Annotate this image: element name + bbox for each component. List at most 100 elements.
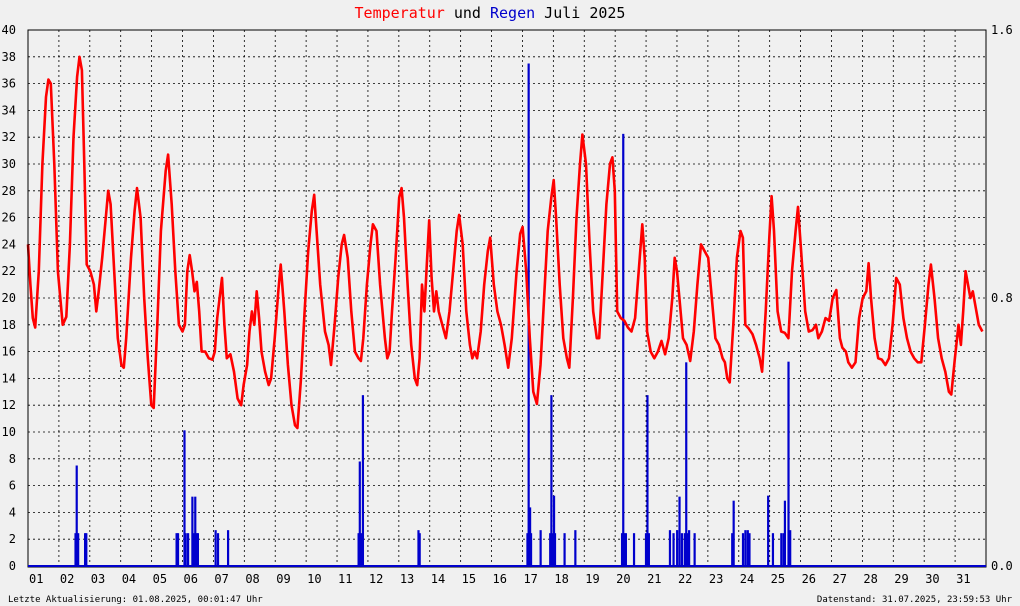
x-tick-label: 11 [338, 572, 352, 586]
footer-last-update: Letzte Aktualisierung: 01.08.2025, 00:01… [8, 595, 263, 605]
x-tick-label: 31 [956, 572, 970, 586]
rain-bar [196, 533, 200, 566]
rain-bar [194, 496, 197, 566]
rain-bar [771, 533, 775, 566]
x-tick-label: 08 [245, 572, 259, 586]
y-left-tick-label: 2 [9, 532, 16, 546]
rain-bar [622, 133, 625, 566]
rain-bar [84, 533, 87, 566]
rain-bar [563, 533, 566, 566]
x-tick-label: 03 [91, 572, 105, 586]
rain-bar [683, 533, 686, 566]
rain-bar [186, 533, 190, 566]
x-tick-label: 12 [369, 572, 383, 586]
rain-bar [191, 496, 194, 566]
y-left-tick-label: 24 [2, 237, 16, 251]
x-tick-label: 02 [60, 572, 74, 586]
rain-bar [693, 533, 696, 566]
x-tick-label: 24 [740, 572, 754, 586]
rain-bar [552, 495, 556, 566]
title-part-2: Regen [490, 4, 535, 22]
title-part-3: Juli 2025 [535, 4, 625, 22]
rain-bar [780, 533, 783, 566]
rain-bar [732, 500, 735, 566]
x-tick-label: 26 [802, 572, 816, 586]
x-tick-label: 22 [678, 572, 692, 586]
y-right-tick-label: 1.6 [991, 23, 1013, 37]
y-left-tick-label: 18 [2, 318, 16, 332]
x-tick-label: 19 [585, 572, 599, 586]
x-tick-label: 28 [863, 572, 877, 586]
rain-bar [192, 533, 196, 566]
x-tick-label: 25 [771, 572, 785, 586]
y-left-tick-label: 40 [2, 23, 16, 37]
title-part-1: und [445, 4, 490, 22]
rain-bar [553, 533, 557, 566]
chart-title: Temperatur und Regen Juli 2025 [355, 4, 626, 22]
rain-bar [620, 533, 624, 566]
rain-bar [676, 530, 679, 566]
rain-bar [647, 533, 650, 566]
rain-bar [574, 530, 577, 566]
x-tick-label: 14 [431, 572, 445, 586]
plot-area [27, 29, 987, 568]
rain-bar [550, 395, 553, 566]
rain-bar [184, 533, 187, 566]
y-left-tick-label: 10 [2, 425, 16, 439]
rain-bar [549, 533, 552, 566]
y-left-tick-label: 12 [2, 398, 16, 412]
rain-bar [214, 530, 217, 566]
y-left-tick-label: 38 [2, 50, 16, 64]
rain-bar [680, 533, 684, 566]
y-axis-right-labels: 0.0 0.8 1.6 [991, 23, 1013, 573]
x-tick-label: 10 [307, 572, 321, 586]
y-left-tick-label: 14 [2, 371, 16, 385]
x-tick-label: 13 [400, 572, 414, 586]
y-right-tick-label: 0.8 [991, 291, 1013, 305]
y-right-tick-label: 0.0 [991, 559, 1013, 573]
rain-bar [782, 533, 785, 566]
rain-bar [787, 361, 790, 566]
x-tick-label: 20 [616, 572, 630, 586]
rain-bar [668, 530, 672, 566]
x-tick-label: 05 [153, 572, 167, 586]
rain-bar [183, 430, 186, 566]
rain-bar [551, 533, 554, 566]
x-tick-label: 21 [647, 572, 661, 586]
y-left-tick-label: 6 [9, 479, 16, 493]
footer-data-status: Datenstand: 31.07.2025, 23:59:53 Uhr [817, 595, 1013, 605]
x-axis-labels: 01 02 03 04 05 06 07 08 09 10 11 12 13 14 15 16 17 18 19 20… [29, 572, 971, 586]
rain-bar [789, 530, 792, 566]
rain-bar [526, 533, 529, 566]
y-left-tick-label: 8 [9, 452, 16, 466]
rain-bar [644, 533, 648, 566]
y-left-tick-label: 34 [2, 103, 16, 117]
y-left-tick-label: 36 [2, 77, 16, 91]
rain-bar [748, 533, 751, 566]
rain-bar [744, 530, 747, 566]
rain-bar [195, 533, 198, 566]
x-tick-label: 06 [184, 572, 198, 586]
x-tick-label: 16 [493, 572, 507, 586]
y-left-tick-label: 26 [2, 211, 16, 225]
y-left-tick-label: 20 [2, 291, 16, 305]
rain-bar [632, 533, 636, 566]
y-left-tick-label: 30 [2, 157, 16, 171]
rain-bar [678, 496, 681, 566]
rain-bar [529, 533, 533, 566]
rain-bar [75, 465, 78, 566]
rain-bar [77, 533, 80, 566]
rain-bar [672, 533, 675, 566]
rain-bar [783, 500, 787, 566]
rain-bar [767, 495, 770, 566]
x-tick-label: 04 [122, 572, 136, 586]
rain-bar [731, 533, 734, 566]
x-tick-label: 27 [832, 572, 846, 586]
rain-bar [360, 533, 363, 566]
rain-series [74, 63, 792, 566]
rain-bar [361, 395, 365, 566]
x-tick-label: 15 [462, 572, 476, 586]
rain-bar [358, 461, 361, 566]
y-left-tick-label: 28 [2, 184, 16, 198]
